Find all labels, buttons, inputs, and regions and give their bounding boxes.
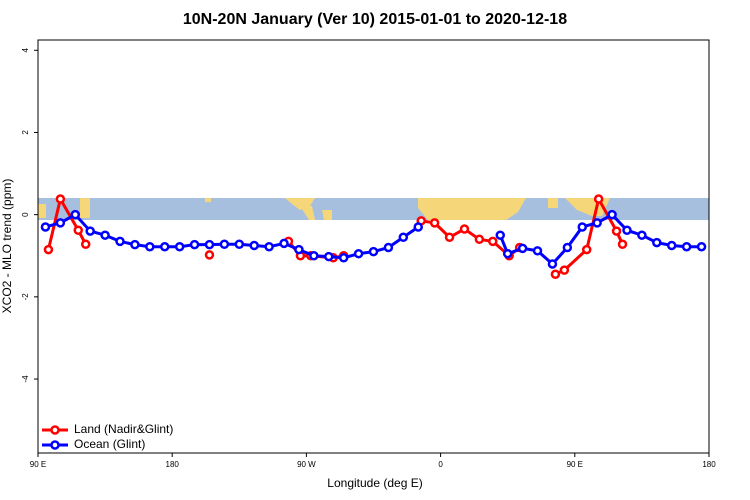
data-point (444, 232, 455, 243)
data-point (398, 232, 409, 243)
data-point (204, 250, 215, 260)
y-tick-label: 4 (21, 48, 30, 53)
data-point (592, 218, 602, 228)
data-point (234, 239, 245, 249)
data-point (459, 224, 470, 234)
data-point (73, 225, 84, 236)
data-point (294, 244, 304, 255)
data-point (652, 237, 662, 248)
data-point (611, 226, 622, 236)
map-strip (38, 198, 709, 220)
data-point (353, 248, 364, 259)
data-point (80, 239, 91, 249)
data-point (249, 240, 259, 251)
data-point (383, 242, 394, 253)
legend-label: Land (Nadir&Glint) (74, 422, 173, 436)
data-point (159, 241, 170, 252)
data-point (174, 241, 185, 252)
y-axis-label: XCO2 - MLO trend (ppm) (0, 179, 14, 314)
data-point (204, 239, 215, 250)
data-point (495, 230, 505, 240)
data-point (622, 225, 632, 236)
data-point (547, 259, 558, 269)
data-point (368, 246, 379, 257)
data-point (550, 269, 561, 279)
data-point (70, 209, 81, 220)
data-point (85, 226, 95, 236)
data-point (577, 222, 588, 232)
data-point (517, 243, 528, 254)
data-point (429, 218, 440, 228)
data-point (279, 238, 289, 249)
data-point (581, 244, 592, 255)
data-point (637, 230, 647, 240)
series-line (45, 212, 702, 267)
data-point (502, 248, 513, 259)
data-point (562, 242, 573, 253)
data-point (219, 239, 230, 249)
data-point (488, 236, 498, 247)
data-point (40, 222, 51, 232)
y-tick-label: -2 (21, 293, 30, 301)
data-point (617, 239, 628, 249)
data-point (474, 234, 485, 245)
data-point (413, 222, 423, 232)
data-point (264, 241, 274, 252)
y-tick-label: 2 (21, 130, 30, 135)
legend-label: Ocean (Glint) (74, 437, 145, 451)
data-point (696, 241, 707, 252)
data-point (115, 236, 125, 247)
data-point (559, 265, 570, 275)
data-point (130, 239, 140, 250)
legend-marker (50, 440, 60, 450)
data-point (666, 240, 677, 251)
x-axis-label: Longitude (deg E) (327, 476, 422, 490)
x-tick-label: 0 (438, 460, 443, 469)
data-point (324, 251, 334, 262)
y-tick-label: 0 (21, 212, 30, 217)
y-tick-label: -4 (21, 375, 30, 383)
data-point (100, 230, 110, 240)
chart-title: 10N-20N January (Ver 10) 2015-01-01 to 2… (183, 11, 567, 28)
data-point (145, 241, 155, 252)
data-point (309, 250, 319, 261)
data-point (607, 209, 617, 220)
x-tick-label: 90 E (567, 460, 583, 469)
data-point (55, 218, 66, 228)
x-tick-label: 180 (702, 460, 716, 469)
data-point (43, 244, 54, 255)
x-tick-label: 180 (166, 460, 180, 469)
plot-frame (37, 39, 710, 454)
x-tick-label: 90 E (30, 460, 46, 469)
x-tick-label: 90 W (297, 460, 316, 469)
data-point (532, 246, 543, 256)
data-point (593, 194, 604, 204)
data-point (681, 241, 692, 252)
data-point (55, 194, 66, 204)
data-point (338, 253, 349, 263)
legend-marker (50, 425, 60, 435)
data-point (189, 239, 200, 250)
